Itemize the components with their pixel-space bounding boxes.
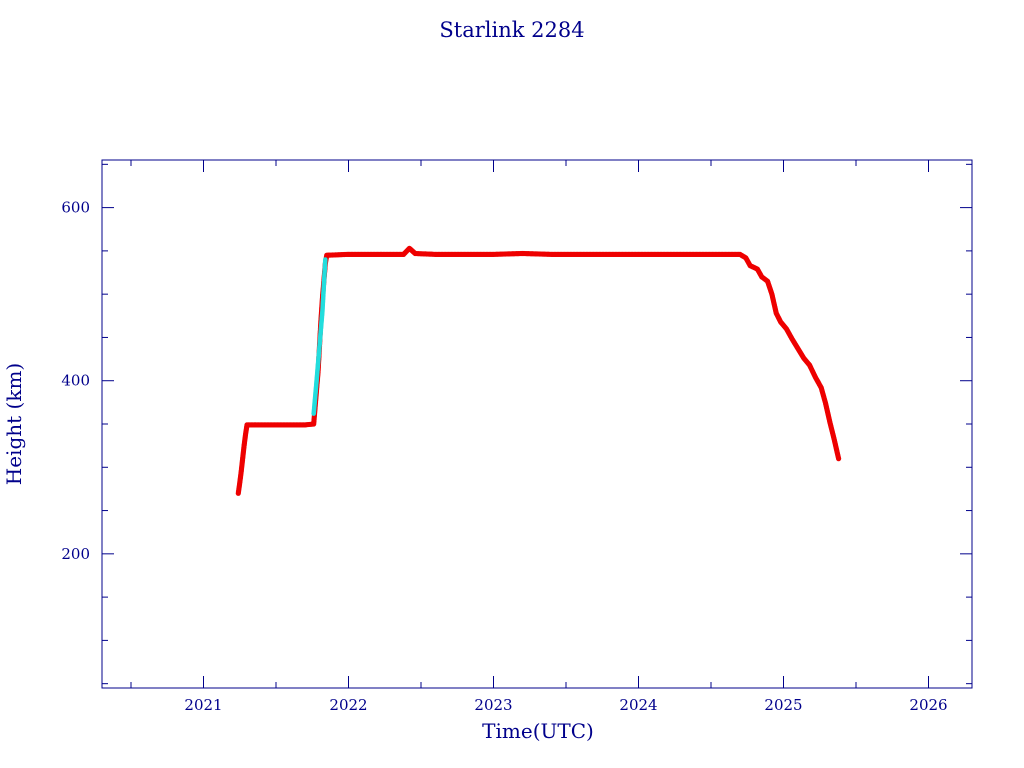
- data-points: [235, 245, 842, 496]
- x-tick-label: 2023: [474, 696, 512, 714]
- y-tick-labels: 200 400 600: [61, 199, 90, 563]
- x-tick-label: 2022: [329, 696, 367, 714]
- x-axis-label: Time(UTC): [482, 719, 594, 743]
- y-tick-label: 400: [61, 372, 90, 390]
- y-tick-label: 200: [61, 545, 90, 563]
- plot-frame: [101, 159, 973, 689]
- chart-title: Starlink 2284: [439, 18, 584, 42]
- x-tick-label: 2021: [184, 696, 222, 714]
- x-tick-label: 2024: [619, 696, 657, 714]
- x-tick-label: 2025: [764, 696, 802, 714]
- y-tick-label: 600: [61, 199, 90, 217]
- data-point: [323, 257, 328, 262]
- x-tick-label: 2026: [909, 696, 947, 714]
- x-tick-labels: 2021 2022 2023 2024 2025 2026: [184, 696, 947, 714]
- data-point: [836, 456, 842, 462]
- axis-ticks: [102, 160, 972, 688]
- y-axis-label: Height (km): [2, 363, 26, 485]
